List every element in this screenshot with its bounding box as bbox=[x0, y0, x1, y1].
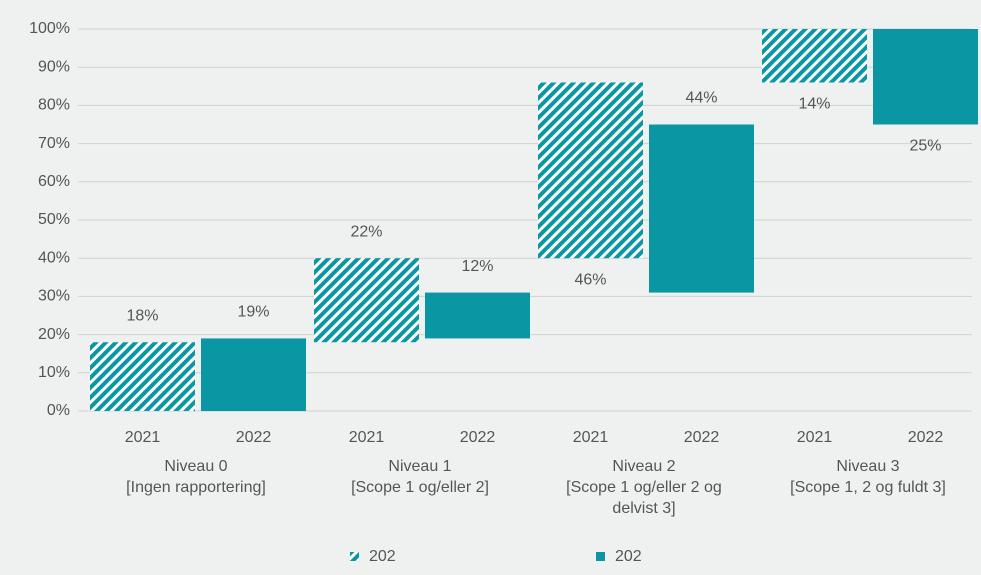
value-label: 19% bbox=[237, 304, 269, 321]
value-label: 46% bbox=[574, 271, 606, 288]
x-sublabel: 2021 bbox=[573, 429, 609, 446]
value-label: 14% bbox=[798, 96, 830, 113]
x-sublabel: 2021 bbox=[349, 429, 385, 446]
category-label: delvist 3] bbox=[612, 500, 675, 517]
y-tick-label: 20% bbox=[38, 326, 70, 343]
x-sublabel: 2022 bbox=[684, 429, 720, 446]
y-tick-label: 70% bbox=[38, 135, 70, 152]
y-tick-label: 90% bbox=[38, 58, 70, 75]
x-sublabel: 2021 bbox=[797, 429, 833, 446]
y-tick-label: 30% bbox=[38, 288, 70, 305]
bar bbox=[762, 29, 867, 83]
category-label: Niveau 1 bbox=[388, 458, 451, 475]
category-label: Niveau 0 bbox=[164, 458, 227, 475]
y-tick-label: 0% bbox=[47, 402, 70, 419]
bar bbox=[538, 82, 643, 259]
y-tick-label: 80% bbox=[38, 97, 70, 114]
legend-label: 202 bbox=[369, 548, 396, 565]
y-tick-label: 50% bbox=[38, 211, 70, 228]
x-sublabel: 2021 bbox=[125, 429, 161, 446]
value-label: 18% bbox=[126, 307, 158, 324]
y-tick-label: 100% bbox=[29, 20, 70, 37]
value-label: 22% bbox=[350, 223, 382, 240]
x-sublabel: 2022 bbox=[236, 429, 272, 446]
legend-label: 202 bbox=[615, 548, 642, 565]
bar bbox=[314, 258, 419, 343]
bar bbox=[873, 29, 978, 125]
category-label: [Scope 1, 2 og fuldt 3] bbox=[790, 479, 946, 496]
category-label: [Scope 1 og/eller 2] bbox=[351, 479, 489, 496]
bar bbox=[649, 124, 754, 293]
legend-swatch bbox=[596, 552, 605, 561]
y-tick-label: 40% bbox=[38, 249, 70, 266]
legend-swatch bbox=[350, 552, 359, 561]
category-label: Niveau 2 bbox=[612, 458, 675, 475]
y-tick-label: 10% bbox=[38, 364, 70, 381]
value-label: 25% bbox=[909, 138, 941, 155]
category-label: Niveau 3 bbox=[836, 458, 899, 475]
category-label: [Scope 1 og/eller 2 og bbox=[566, 479, 722, 496]
y-tick-label: 60% bbox=[38, 173, 70, 190]
x-sublabel: 2022 bbox=[460, 429, 496, 446]
bar bbox=[201, 338, 306, 411]
value-label: 44% bbox=[685, 90, 717, 107]
category-label: [Ingen rapportering] bbox=[126, 479, 266, 496]
bar bbox=[425, 292, 530, 339]
x-sublabel: 2022 bbox=[908, 429, 944, 446]
bar bbox=[90, 342, 195, 411]
value-label: 12% bbox=[461, 258, 493, 275]
